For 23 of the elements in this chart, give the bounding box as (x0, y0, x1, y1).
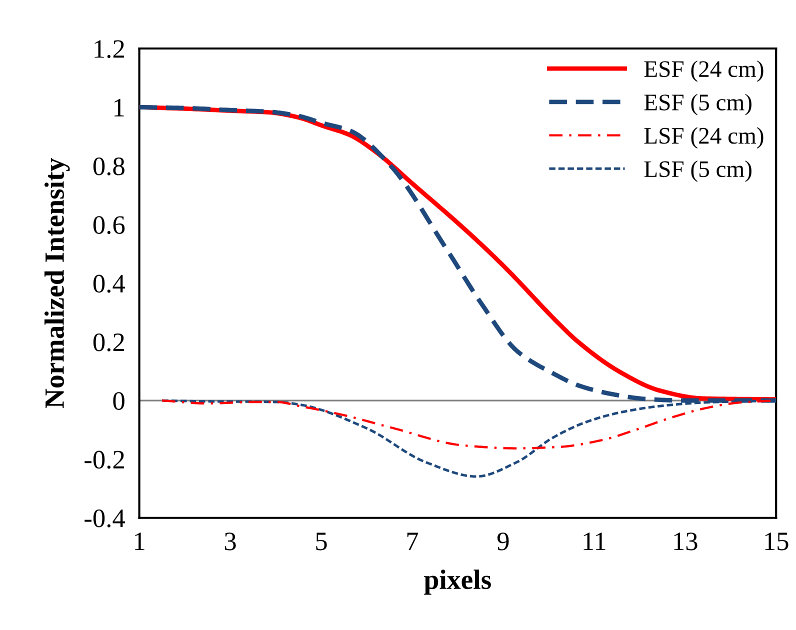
legend-label: LSF (24 cm) (644, 127, 764, 149)
x-tick-label: 11 (584, 532, 606, 550)
y-tick-label: 0 (113, 392, 124, 410)
y-tick-label: -0.2 (84, 450, 124, 469)
x-tick-label: 15 (765, 532, 788, 550)
x-tick-label: 3 (224, 532, 236, 550)
y-axis-title: Normalized Intensity (44, 158, 70, 408)
legend-label: ESF (24 cm) (644, 60, 764, 82)
legend-label: ESF (5 cm) (644, 94, 752, 116)
y-tick-label: 1 (114, 98, 124, 116)
x-tick-label: 5 (316, 532, 327, 550)
y-tick-label: 0.6 (93, 216, 125, 234)
y-tick-label: 0.2 (93, 333, 124, 352)
x-tick-label: 13 (674, 532, 698, 550)
legend-label: LSF (5 cm) (644, 160, 752, 182)
x-axis-title: pixels (424, 570, 491, 595)
y-tick-label: 0.4 (93, 274, 125, 293)
x-tick-label: 1 (135, 532, 144, 550)
y-tick-label: 1.2 (94, 40, 124, 58)
y-tick-label: 0.8 (93, 157, 124, 176)
x-tick-label: 7 (407, 532, 418, 550)
y-tick-label: -0.4 (84, 509, 125, 528)
x-tick-label: 9 (497, 532, 509, 550)
